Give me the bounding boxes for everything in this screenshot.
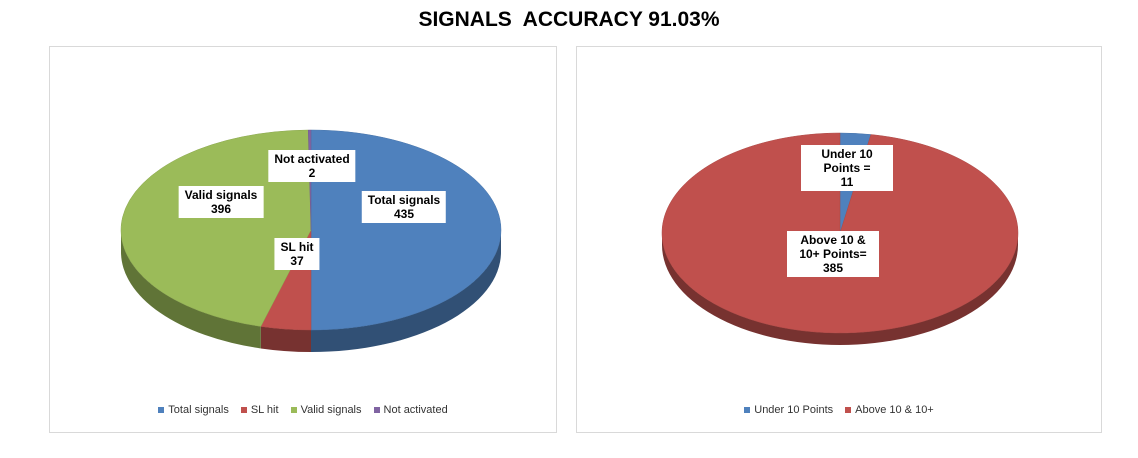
- data-label: Valid signals 396: [178, 186, 264, 218]
- legend-swatch: [290, 407, 297, 413]
- legend-swatch: [744, 407, 751, 413]
- legend-swatch: [240, 407, 247, 413]
- data-label-name: Under 10 Points =: [821, 147, 873, 175]
- pie-slice: [310, 129, 502, 331]
- chart-panel: [576, 46, 1102, 433]
- page-title: SIGNALS ACCURACY 91.03%: [418, 8, 720, 31]
- legend-item: Above 10 & 10+: [845, 404, 934, 416]
- data-label: Under 10 Points = 11: [801, 145, 893, 191]
- legend-label: SL hit: [250, 404, 279, 416]
- legend-label: Valid signals: [300, 404, 362, 416]
- data-label-name: SL hit: [280, 240, 314, 254]
- data-label-value: 396: [210, 202, 232, 216]
- legend-label: Under 10 Points: [754, 404, 834, 416]
- legend-item: SL hit: [240, 404, 279, 416]
- data-label-value: 2: [308, 166, 316, 180]
- legend-swatch: [158, 407, 165, 413]
- data-label-value: 385: [822, 261, 844, 275]
- legend-label: Total signals: [168, 404, 229, 416]
- data-label-value: 435: [393, 207, 415, 221]
- legend-label: Above 10 & 10+: [855, 404, 934, 416]
- data-label: SL hit 37: [274, 238, 320, 270]
- legend-item: Not activated: [373, 404, 448, 416]
- data-label-name: Above 10 & 10+ Points=: [799, 233, 867, 261]
- legend-swatch: [845, 407, 852, 413]
- data-label: Total signals 435: [361, 191, 447, 223]
- data-label-name: Valid signals: [184, 188, 258, 202]
- data-label-value: 37: [290, 254, 304, 268]
- legend: Total signals SL hit Valid signals Not acti…: [49, 404, 557, 416]
- pie-side: [311, 230, 501, 352]
- data-label-name: Not activated: [274, 152, 350, 166]
- legend-item: Valid signals: [290, 404, 362, 416]
- legend-label: Not activated: [383, 404, 448, 416]
- data-label: Not activated 2: [268, 150, 356, 182]
- data-label: Above 10 & 10+ Points= 385: [787, 231, 879, 277]
- pie-side: [121, 230, 261, 349]
- legend: Under 10 Points Above 10 & 10+: [576, 404, 1102, 416]
- pie-slice: [120, 129, 312, 327]
- legend-swatch: [373, 407, 380, 413]
- chart-panel: [49, 46, 557, 433]
- legend-item: Under 10 Points: [744, 404, 833, 416]
- legend-item: Total signals: [158, 404, 229, 416]
- data-label-value: 11: [840, 175, 854, 189]
- data-label-name: Total signals: [367, 193, 441, 207]
- pie-side: [260, 326, 311, 352]
